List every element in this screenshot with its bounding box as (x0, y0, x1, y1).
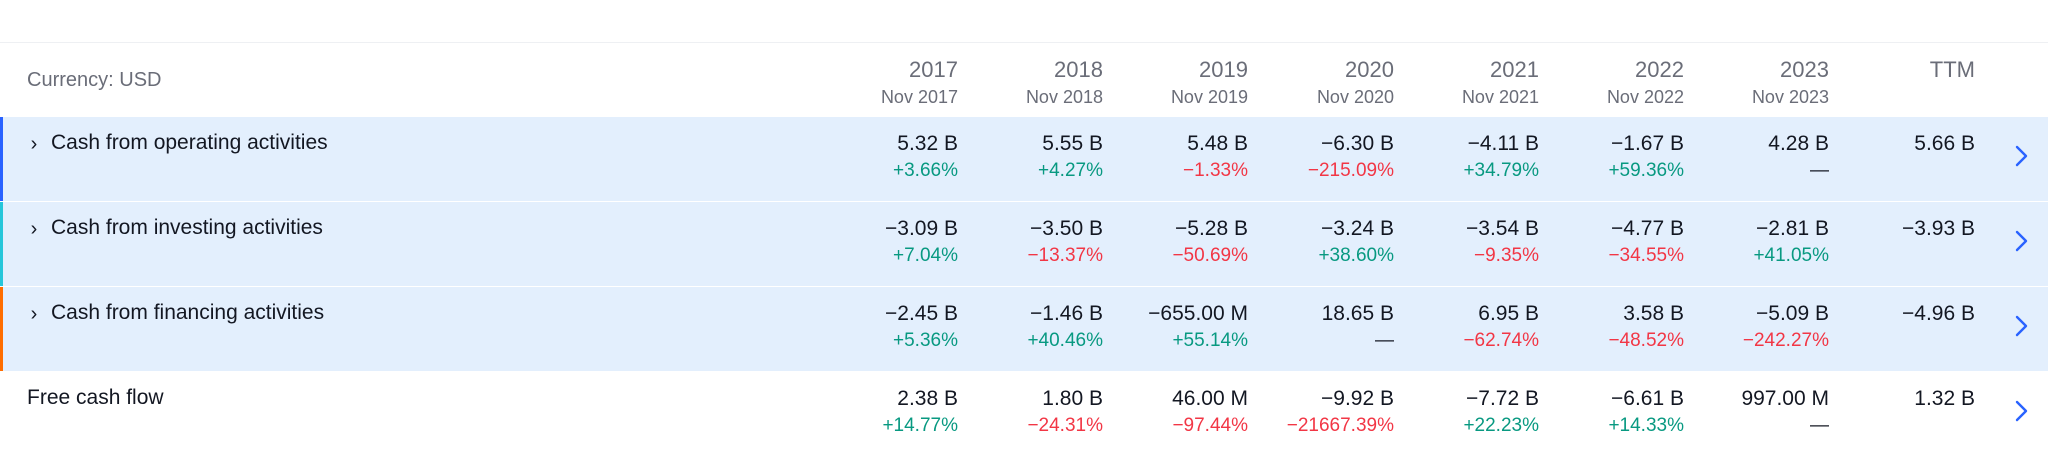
currency-label: Currency: USD (27, 69, 162, 91)
cell-value: 2.38 B (897, 387, 958, 410)
cell-change: +34.79% (1463, 160, 1539, 181)
cell-change: — (1810, 160, 1829, 181)
cell-value: −6.61 B (1611, 387, 1684, 410)
row-color-marker (0, 287, 3, 371)
cell-change: −48.52% (1608, 330, 1684, 351)
cell-value: −4.77 B (1611, 217, 1684, 240)
cell-value: −2.45 B (885, 302, 958, 325)
cell-value: −6.30 B (1321, 132, 1394, 155)
cash-flow-table: Currency: USD 2017 Nov 2017 2018 Nov 2018 20… (0, 43, 2048, 456)
column-period: Nov 2021 (1461, 87, 1539, 107)
cell-change: — (1375, 330, 1394, 351)
cell-value: 46.00 M (1172, 387, 1248, 410)
cell-value: 5.55 B (1042, 132, 1103, 155)
cell-change: +59.36% (1608, 160, 1684, 181)
column-period: Nov 2018 (1025, 87, 1103, 107)
cell-value: 1.80 B (1042, 387, 1103, 410)
cell-change: +14.33% (1608, 415, 1684, 436)
cell-change: −1.33% (1183, 160, 1248, 181)
column-period: Nov 2022 (1606, 87, 1684, 107)
cell-value: −2.81 B (1756, 217, 1829, 240)
column-year: 2023 (1780, 57, 1829, 82)
chevron-right-icon[interactable] (2012, 226, 2032, 256)
table-row[interactable]: › Cash from operating activities 5.32 B 5.5… (0, 116, 2048, 201)
cell-value: −9.92 B (1321, 387, 1394, 410)
cell-value: −3.93 B (1902, 217, 1975, 240)
row-label: Cash from investing activities (51, 216, 323, 239)
column-period: Nov 2023 (1751, 87, 1829, 107)
cell-change: +38.60% (1318, 245, 1394, 266)
cell-change: −62.74% (1463, 330, 1539, 351)
cell-value: −7.72 B (1466, 387, 1539, 410)
column-year: 2019 (1199, 57, 1248, 82)
cell-change: −50.69% (1172, 245, 1248, 266)
cell-change: −215.09% (1307, 160, 1394, 181)
column-year: 2018 (1054, 57, 1103, 82)
cell-change: −24.31% (1027, 415, 1103, 436)
column-period: Nov 2019 (1170, 87, 1248, 107)
cell-change: +7.04% (893, 245, 958, 266)
cell-change: +40.46% (1027, 330, 1103, 351)
cell-value: −3.09 B (885, 217, 958, 240)
cell-change: −13.37% (1027, 245, 1103, 266)
chevron-right-icon[interactable] (2012, 141, 2032, 171)
cell-value: −4.11 B (1467, 132, 1539, 155)
cell-value: −5.09 B (1756, 302, 1829, 325)
cell-value: 5.66 B (1914, 132, 1975, 155)
cell-change: +4.27% (1038, 160, 1103, 181)
column-year: 2021 (1490, 57, 1539, 82)
top-divider (0, 42, 2048, 43)
row-color-marker (0, 202, 3, 286)
cell-change: −242.27% (1742, 330, 1829, 351)
table-row[interactable]: › Cash from investing activities −3.09 B −3… (0, 201, 2048, 286)
expand-chevron-icon[interactable]: › (30, 218, 38, 240)
expand-chevron-icon[interactable]: › (30, 133, 38, 155)
cell-value: −1.67 B (1611, 132, 1684, 155)
row-label: Cash from financing activities (51, 301, 325, 324)
cell-value: 5.32 B (897, 132, 958, 155)
cell-change: −21667.39% (1286, 415, 1394, 436)
cell-change: +3.66% (893, 160, 958, 181)
cell-value: 4.28 B (1768, 132, 1829, 155)
cell-value: 6.95 B (1478, 302, 1539, 325)
chevron-right-icon[interactable] (2012, 396, 2032, 426)
cell-value: 18.65 B (1321, 302, 1394, 325)
cell-value: −1.46 B (1030, 302, 1103, 325)
cell-value: −655.00 M (1148, 302, 1248, 325)
table-row[interactable]: › Cash from financing activities −2.45 B −1… (0, 286, 2048, 371)
cell-change: +55.14% (1172, 330, 1248, 351)
cell-value: −3.24 B (1321, 217, 1394, 240)
cell-value: 3.58 B (1623, 302, 1684, 325)
cell-change: +22.23% (1463, 415, 1539, 436)
cell-value: 997.00 M (1741, 387, 1829, 410)
cell-change: −34.55% (1608, 245, 1684, 266)
chevron-right-icon[interactable] (2012, 311, 2032, 341)
row-color-marker (0, 117, 3, 201)
cell-value: −5.28 B (1175, 217, 1248, 240)
cell-value: −3.54 B (1466, 217, 1539, 240)
cell-change: — (1810, 415, 1829, 436)
column-year: 2020 (1345, 57, 1394, 82)
cell-change: +5.36% (893, 330, 958, 351)
cell-change: −97.44% (1172, 415, 1248, 436)
table-row[interactable]: Free cash flow 2.38 B 1.80 B 46.00 M −9.92 B… (0, 371, 2048, 456)
column-year: 2022 (1635, 57, 1684, 82)
cell-value: 1.32 B (1914, 387, 1975, 410)
column-year: 2017 (909, 57, 958, 82)
column-period: Nov 2020 (1316, 87, 1394, 107)
row-label: Free cash flow (27, 386, 164, 409)
column-period: Nov 2017 (880, 87, 958, 107)
cell-change: −9.35% (1474, 245, 1539, 266)
row-label: Cash from operating activities (51, 131, 328, 154)
cell-change: +41.05% (1753, 245, 1829, 266)
table-header: Currency: USD 2017 Nov 2017 2018 Nov 2018 20… (0, 43, 2048, 116)
cell-value: 5.48 B (1187, 132, 1248, 155)
cell-value: −4.96 B (1902, 302, 1975, 325)
cell-change: +14.77% (882, 415, 958, 436)
expand-chevron-icon[interactable]: › (30, 303, 38, 325)
column-year: TTM (1929, 57, 1975, 82)
cell-value: −3.50 B (1030, 217, 1103, 240)
